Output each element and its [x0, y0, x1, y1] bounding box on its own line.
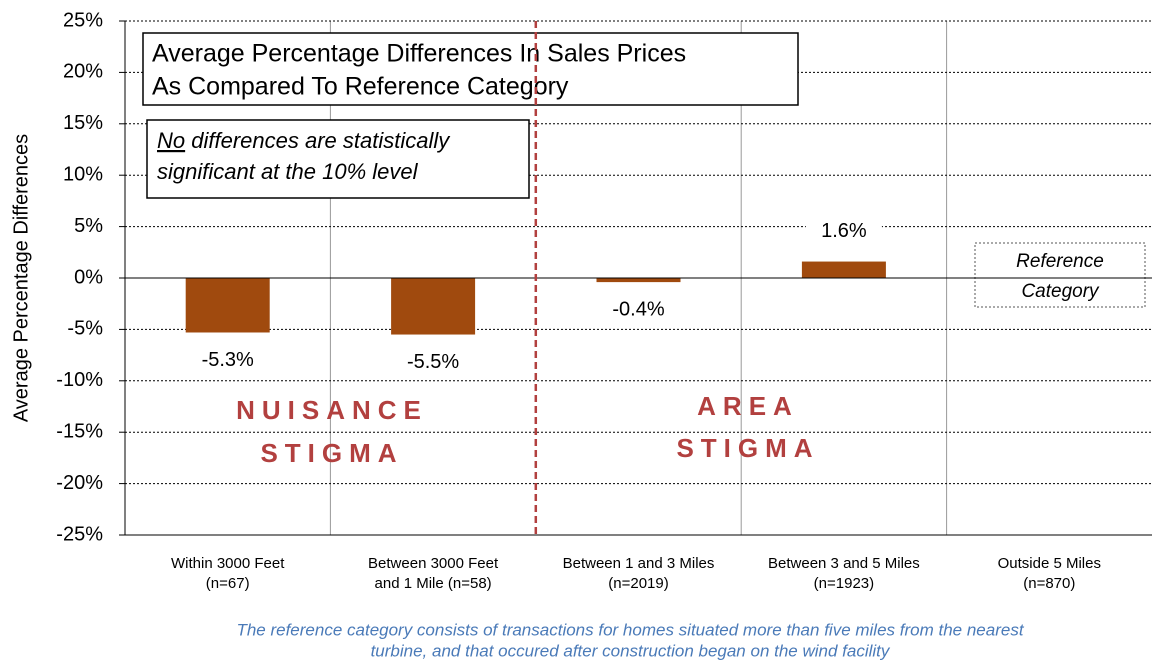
title-box [142, 32, 799, 106]
y-tick-label: 5% [74, 215, 103, 237]
y-axis-label: Average Percentage Differences [10, 134, 32, 422]
x-tick-label: Between 3000 Feet [368, 555, 499, 572]
note-box [146, 119, 530, 199]
y-tick-label: 0% [74, 266, 103, 288]
x-tick-label: (n=67) [206, 575, 250, 592]
value-label-bg [805, 218, 882, 245]
y-tick-label: -25% [56, 523, 103, 545]
chart-title: Average Percentage Differences In Sales … [152, 40, 686, 68]
bar [801, 261, 886, 278]
region-label: STIGMA [260, 438, 403, 468]
value-label: 1.6% [821, 220, 867, 242]
reference-label: Category [1021, 281, 1100, 302]
y-tick-label: -20% [56, 472, 103, 494]
y-tick-label: -10% [56, 369, 103, 391]
chart-title: As Compared To Reference Category [152, 73, 569, 101]
reference-label: Reference [1016, 251, 1104, 272]
y-tick-label: 20% [63, 61, 103, 83]
x-tick-label: (n=870) [1023, 575, 1075, 592]
value-label-bg [600, 297, 677, 324]
footnote: The reference category consists of trans… [236, 620, 1024, 639]
note: No differences are statistically [157, 128, 451, 153]
y-tick-label: -5% [67, 318, 103, 340]
value-label: -0.4% [612, 298, 664, 320]
note: significant at the 10% level [157, 159, 419, 184]
note-text: differences are statistically [185, 128, 451, 153]
region-label: NUISANCE [236, 395, 428, 425]
note-emphasis: No [157, 128, 185, 153]
x-tick-label: (n=1923) [814, 575, 874, 592]
bar [185, 278, 270, 333]
bar [391, 278, 476, 335]
y-tick-label: -15% [56, 420, 103, 442]
footnote: turbine, and that occured after construc… [371, 641, 891, 660]
y-tick-label: 25% [63, 9, 103, 31]
value-label: -5.3% [202, 349, 254, 371]
x-tick-label: and 1 Mile (n=58) [375, 575, 492, 592]
bar [596, 278, 681, 283]
region-label: AREA [697, 391, 799, 421]
region-label: STIGMA [676, 433, 819, 463]
y-tick-label: 15% [63, 112, 103, 134]
reference-box [974, 242, 1146, 308]
value-label-bg [395, 349, 472, 376]
value-label-bg [189, 347, 266, 374]
x-tick-label: (n=2019) [608, 575, 668, 592]
y-tick-label: 10% [63, 163, 103, 185]
x-tick-label: Within 3000 Feet [171, 555, 285, 572]
x-tick-label: Outside 5 Miles [998, 555, 1101, 572]
x-tick-label: Between 1 and 3 Miles [563, 555, 715, 572]
value-label: -5.5% [407, 351, 459, 373]
x-tick-label: Between 3 and 5 Miles [768, 555, 920, 572]
